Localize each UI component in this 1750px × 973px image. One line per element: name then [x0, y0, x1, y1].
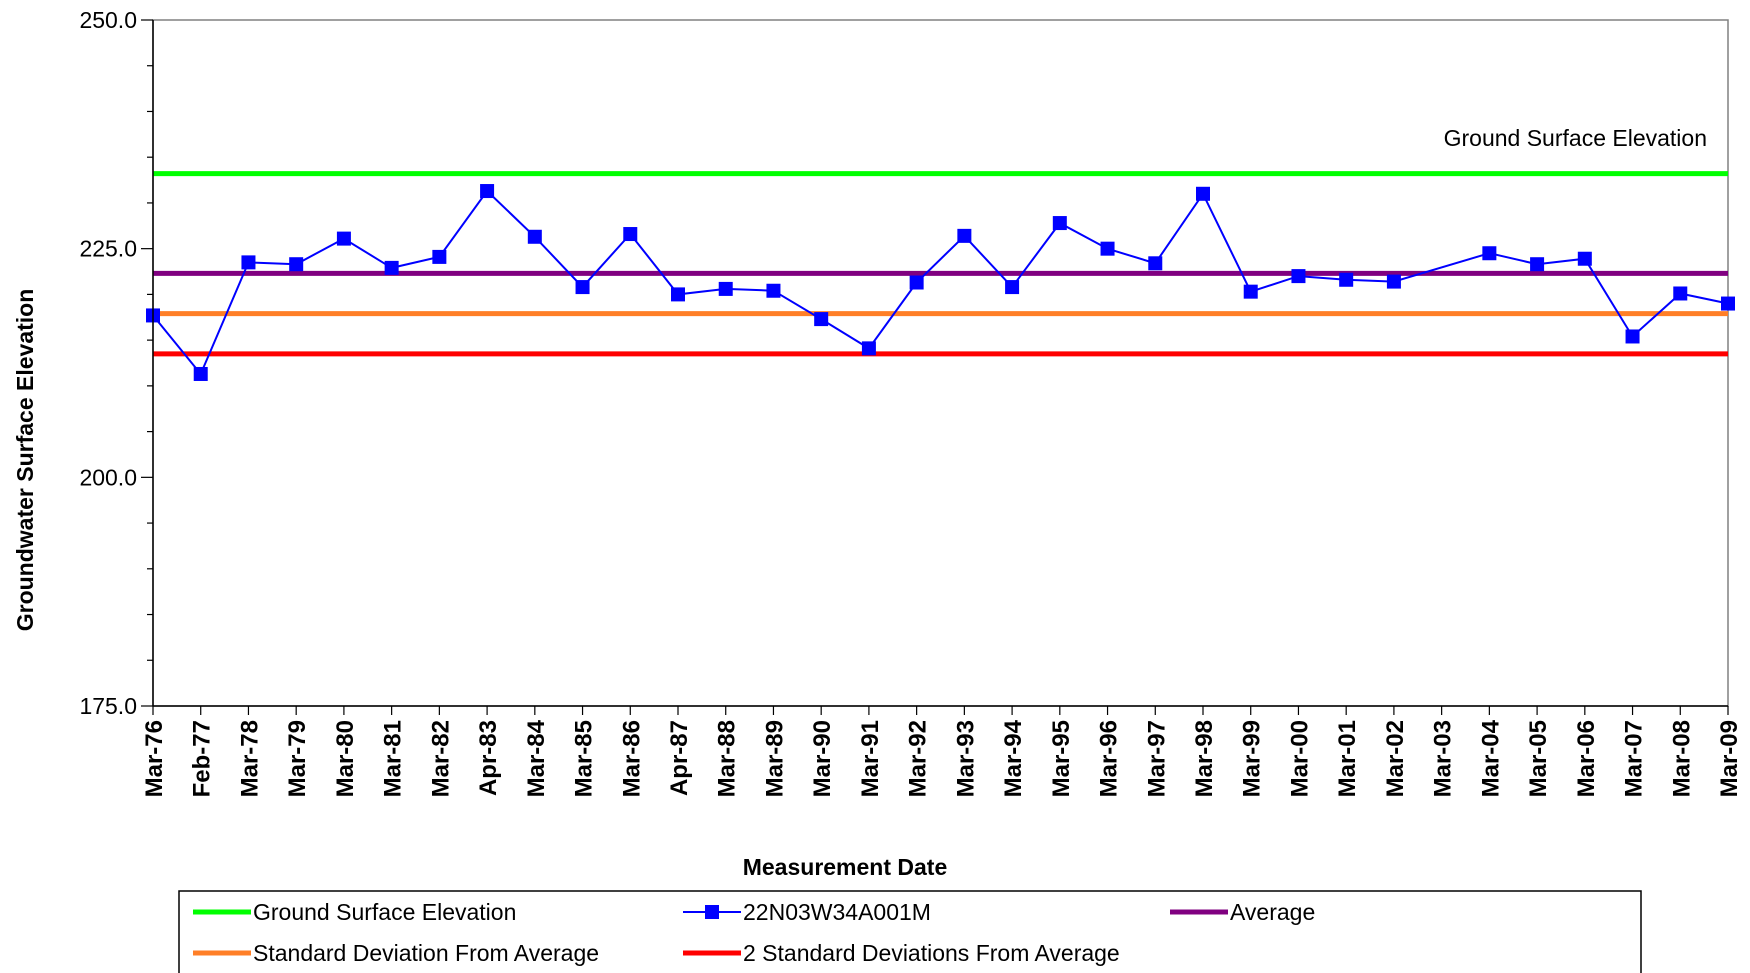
x-tick-label: Mar-81 — [380, 720, 407, 797]
plot-frame — [152, 19, 1729, 707]
x-tick-label: Mar-99 — [1239, 720, 1266, 797]
data-point — [1052, 216, 1067, 231]
x-tick-label: Apr-87 — [666, 720, 693, 796]
legend-swatch-marker — [705, 905, 719, 919]
x-tick-label: Mar-80 — [332, 720, 359, 797]
legend-label: Standard Deviation From Average — [253, 940, 599, 966]
data-point — [1243, 284, 1258, 299]
data-point — [861, 341, 876, 356]
data-point — [527, 229, 542, 244]
x-tick-label: Mar-02 — [1382, 720, 1409, 797]
ground-surface-annotation: Ground Surface Elevation — [1444, 125, 1707, 151]
x-tick-label: Mar-01 — [1334, 720, 1361, 797]
data-point — [289, 257, 304, 272]
data-point — [623, 227, 638, 242]
x-tick-label: Mar-79 — [284, 720, 311, 797]
data-point — [1482, 246, 1497, 261]
y-tick-label: 250.0 — [79, 7, 137, 33]
data-point — [1625, 329, 1640, 344]
x-tick-label: Mar-04 — [1477, 719, 1504, 797]
legend-label: Average — [1230, 899, 1315, 925]
data-point — [1577, 251, 1592, 266]
x-tick-label: Mar-03 — [1430, 720, 1457, 797]
data-point — [1530, 257, 1545, 272]
x-tick-label: Mar-97 — [1143, 720, 1170, 797]
x-tick-label: Mar-92 — [905, 720, 932, 797]
data-point — [1673, 286, 1688, 301]
data-point — [1100, 241, 1115, 256]
x-tick-label: Mar-85 — [571, 720, 598, 797]
y-tick-label: 200.0 — [79, 464, 137, 490]
data-point — [1291, 269, 1306, 284]
legend-item: Ground Surface Elevation — [193, 899, 516, 925]
data-point — [193, 366, 208, 381]
data-point — [432, 249, 447, 264]
y-axis: 175.0 200.0 225.0 250.0 — [79, 7, 154, 719]
x-axis: Mar-76 Feb-77 Mar-78 Mar-79 Mar-80 Mar-81 Mar-… — [141, 705, 1743, 797]
x-tick-label: Mar-98 — [1191, 720, 1218, 797]
x-tick-label: Mar-06 — [1573, 720, 1600, 797]
x-tick-label: Mar-82 — [427, 720, 454, 797]
x-tick-label: Mar-91 — [857, 720, 884, 797]
x-tick-label: Mar-90 — [809, 720, 836, 797]
legend-label: Ground Surface Elevation — [253, 899, 516, 925]
x-tick-label: Mar-96 — [1096, 720, 1123, 797]
x-tick-label: Mar-95 — [1048, 720, 1075, 797]
x-tick-label: Mar-93 — [952, 720, 979, 797]
x-tick-label: Mar-09 — [1716, 720, 1743, 797]
x-tick-label: Mar-89 — [761, 720, 788, 797]
data-point — [384, 260, 399, 275]
x-tick-label: Mar-07 — [1621, 720, 1648, 797]
data-point — [909, 275, 924, 290]
x-tick-label: Mar-86 — [618, 720, 645, 797]
data-point — [575, 280, 590, 295]
data-point — [718, 281, 733, 296]
x-tick-label: Apr-83 — [475, 720, 502, 796]
x-tick-label: Mar-05 — [1525, 720, 1552, 797]
legend: Ground Surface Elevation 22N03W34A001M Ave… — [178, 890, 1642, 973]
x-tick-label: Mar-88 — [714, 720, 741, 797]
data-point — [766, 283, 781, 298]
legend-item: Average — [1170, 899, 1315, 925]
x-tick-label: Mar-94 — [1000, 719, 1027, 797]
x-tick-label: Mar-78 — [236, 720, 263, 797]
data-point — [1339, 272, 1354, 287]
legend-label: 2 Standard Deviations From Average — [743, 940, 1120, 966]
x-tick-label: Mar-00 — [1286, 720, 1313, 797]
data-point — [1148, 256, 1163, 271]
x-tick-label: Mar-76 — [141, 720, 168, 797]
legend-item: 2 Standard Deviations From Average — [683, 940, 1120, 966]
data-point — [814, 312, 829, 327]
data-point — [480, 184, 495, 199]
reference-lines — [153, 171, 1728, 357]
data-point — [336, 231, 351, 246]
data-point — [1196, 186, 1210, 201]
y-axis-title: Groundwater Surface Elevation — [12, 289, 38, 632]
data-point — [671, 287, 685, 302]
y-tick-label: 225.0 — [79, 236, 137, 262]
data-point — [1721, 296, 1735, 311]
plot-area — [152, 19, 1729, 707]
legend-item: Standard Deviation From Average — [193, 940, 599, 966]
x-tick-label: Mar-84 — [523, 719, 550, 797]
legend-label: 22N03W34A001M — [743, 899, 931, 925]
x-tick-label: Mar-08 — [1668, 720, 1695, 797]
x-tick-label: Feb-77 — [189, 720, 216, 797]
data-point — [957, 228, 972, 243]
legend-box — [178, 890, 1642, 973]
data-point — [1005, 280, 1020, 295]
x-axis-title: Measurement Date — [743, 854, 948, 880]
legend-item: 22N03W34A001M — [683, 899, 931, 925]
y-tick-label: 175.0 — [79, 693, 137, 719]
data-point — [1386, 274, 1401, 289]
data-point — [241, 255, 256, 270]
